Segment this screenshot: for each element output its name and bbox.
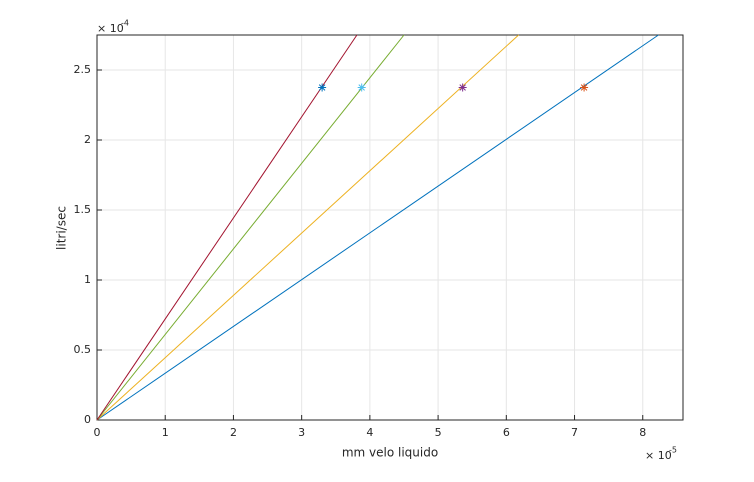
- data-line: [96, 34, 659, 421]
- x-tick-label: 1: [162, 426, 169, 439]
- x-axis-label: mm velo liquido: [342, 446, 438, 460]
- x-tick-label: 0: [94, 426, 101, 439]
- x-tick-label: 5: [435, 426, 442, 439]
- y-tick-label: 1: [84, 273, 91, 286]
- plot-area: [97, 35, 683, 420]
- star-marker: [580, 83, 589, 92]
- data-line: [96, 34, 519, 421]
- y-tick-label: 2: [84, 133, 91, 146]
- y-multiplier: × 10: [97, 22, 124, 35]
- y-tick-label: 0.5: [74, 343, 92, 356]
- y-tick-label: 2.5: [74, 63, 92, 76]
- data-line: [96, 34, 358, 421]
- x-power: -5: [669, 446, 677, 455]
- y-tick-label: 0: [84, 413, 91, 426]
- y-power: -4: [121, 19, 129, 28]
- data-line: [96, 34, 405, 421]
- x-tick-label: 4: [366, 426, 373, 439]
- star-marker: [357, 83, 366, 92]
- y-axis-label: litri/sec: [55, 206, 69, 250]
- star-marker: [318, 83, 327, 92]
- y-tick-label: 1.5: [74, 203, 92, 216]
- x-tick-label: 6: [503, 426, 510, 439]
- x-multiplier: × 10: [645, 449, 672, 462]
- star-marker: [458, 83, 467, 92]
- x-tick-label: 8: [639, 426, 646, 439]
- x-tick-label: 3: [298, 426, 305, 439]
- x-tick-label: 2: [230, 426, 237, 439]
- x-tick-label: 7: [571, 426, 578, 439]
- axes-box: [96, 34, 684, 421]
